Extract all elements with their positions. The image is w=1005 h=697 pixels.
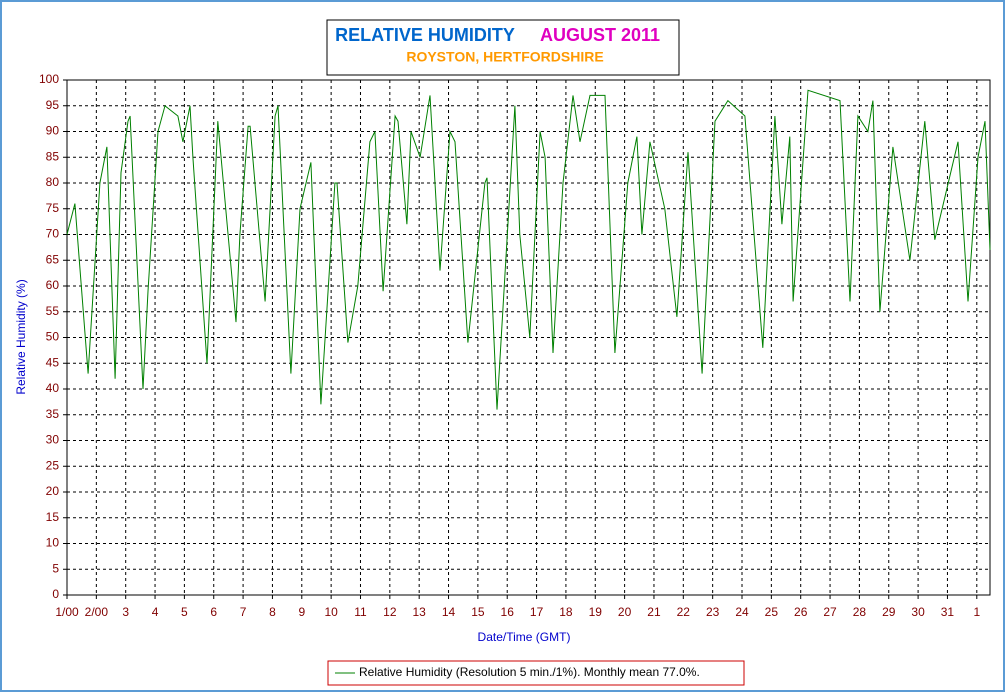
- chart-subtitle: ROYSTON, HERTFORDSHIRE: [406, 49, 603, 65]
- y-tick-label: 0: [52, 587, 59, 601]
- x-tick-label: 1/00: [55, 605, 79, 619]
- y-tick-label: 45: [46, 355, 60, 369]
- x-tick-label: 14: [442, 605, 456, 619]
- x-axis-label: Date/Time (GMT): [478, 630, 571, 644]
- y-tick-label: 65: [46, 252, 60, 266]
- y-axis-label: Relative Humidity (%): [14, 279, 28, 394]
- x-tick-label: 11: [354, 605, 367, 619]
- title-box: [326, 19, 680, 76]
- y-tick-label: 5: [52, 561, 59, 575]
- y-tick-label: 40: [46, 381, 60, 395]
- y-tick-label: 95: [46, 98, 60, 112]
- x-tick-label: 22: [677, 605, 691, 619]
- x-tick-label: 24: [735, 605, 749, 619]
- y-tick-label: 100: [39, 72, 59, 86]
- legend-box: [327, 660, 745, 686]
- x-tick-label: 19: [589, 605, 603, 619]
- x-tick-label: 18: [559, 605, 573, 619]
- x-tick-label: 13: [412, 605, 426, 619]
- x-tick-label: 5: [181, 605, 188, 619]
- legend-label: Relative Humidity (Resolution 5 min./1%)…: [359, 665, 700, 679]
- y-tick-label: 60: [46, 278, 60, 292]
- x-tick-label: 15: [471, 605, 485, 619]
- x-tick-label: 1: [973, 605, 980, 619]
- y-tick-label: 30: [46, 433, 60, 447]
- x-tick-label: 23: [706, 605, 720, 619]
- x-tick-label: 26: [794, 605, 808, 619]
- x-tick-label: 27: [823, 605, 837, 619]
- y-tick-label: 80: [46, 175, 60, 189]
- x-tick-label: 2/00: [85, 605, 109, 619]
- x-tick-label: 30: [911, 605, 925, 619]
- x-tick-label: 3: [122, 605, 129, 619]
- x-tick-label: 16: [501, 605, 515, 619]
- x-tick-label: 8: [269, 605, 276, 619]
- x-tick-label: 31: [941, 605, 955, 619]
- x-tick-label: 12: [383, 605, 397, 619]
- x-tick-label: 9: [298, 605, 305, 619]
- y-tick-label: 50: [46, 330, 60, 344]
- x-tick-label: 21: [647, 605, 661, 619]
- x-tick-label: 29: [882, 605, 896, 619]
- y-tick-label: 85: [46, 149, 60, 163]
- chart-title-date: AUGUST 2011: [540, 25, 660, 45]
- y-tick-label: 90: [46, 124, 60, 138]
- y-tick-label: 70: [46, 227, 60, 241]
- y-tick-label: 55: [46, 304, 60, 318]
- x-tick-label: 25: [765, 605, 779, 619]
- y-tick-label: 20: [46, 484, 60, 498]
- x-tick-label: 4: [152, 605, 159, 619]
- y-tick-label: 35: [46, 407, 60, 421]
- chart-title: RELATIVE HUMIDITY: [335, 25, 515, 45]
- x-tick-label: 7: [240, 605, 247, 619]
- y-tick-label: 10: [46, 536, 60, 550]
- x-tick-label: 17: [530, 605, 544, 619]
- x-tick-label: 20: [618, 605, 632, 619]
- x-tick-label: 28: [853, 605, 867, 619]
- y-tick-label: 25: [46, 458, 60, 472]
- x-tick-label: 6: [210, 605, 217, 619]
- y-tick-label: 75: [46, 201, 60, 215]
- y-tick-label: 15: [46, 510, 60, 524]
- x-tick-label: 10: [324, 605, 338, 619]
- series-line: [66, 89, 991, 410]
